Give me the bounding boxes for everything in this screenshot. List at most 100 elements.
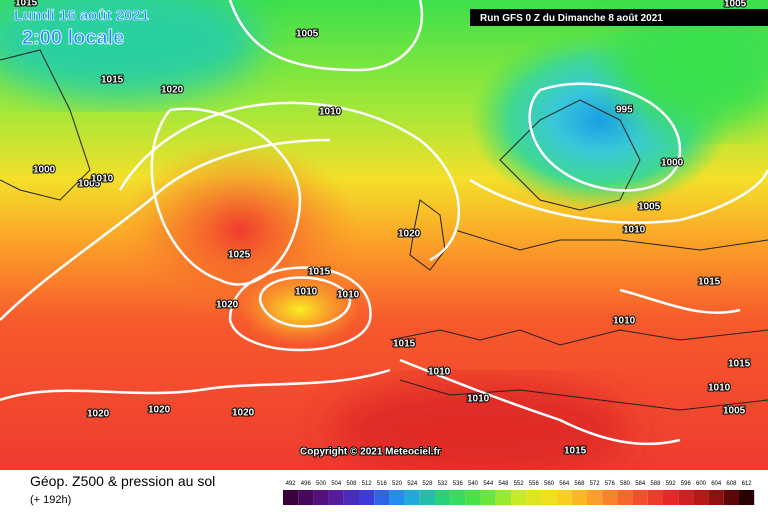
isobar-label: 1005 xyxy=(296,29,319,40)
scale-label: 608 xyxy=(726,481,737,487)
scale-label: 532 xyxy=(438,481,449,487)
footer-lead: (+ 192h) xyxy=(30,494,71,506)
scale-label: 584 xyxy=(635,481,646,487)
isobar-label: 1000 xyxy=(33,165,56,176)
scale-label: 516 xyxy=(377,481,388,487)
isobar-label: 995 xyxy=(616,105,633,116)
footer-title: Géop. Z500 & pression au sol xyxy=(30,473,215,489)
isobar-label: 1025 xyxy=(228,250,251,261)
scale-cell xyxy=(632,490,648,505)
scale-label: 556 xyxy=(529,481,540,487)
scale-label: 564 xyxy=(559,481,570,487)
scale-cell xyxy=(465,490,481,505)
scale-label: 528 xyxy=(422,481,433,487)
isobar-label: 1020 xyxy=(232,408,255,419)
map-time: 2:00 locale xyxy=(22,27,124,49)
copyright: Copyright © 2021 Meteociel.fr xyxy=(300,447,441,458)
isobar-label: 1015 xyxy=(15,0,38,9)
isobar-label: 1015 xyxy=(728,359,751,370)
scale-label: 492 xyxy=(286,481,297,487)
scale-cell xyxy=(617,490,633,505)
isobar-label: 1020 xyxy=(161,85,184,96)
scale-cell xyxy=(571,490,587,505)
isobar-label: 1010 xyxy=(319,107,342,118)
scale-cell xyxy=(480,490,496,505)
scale-label: 592 xyxy=(666,481,677,487)
scale-cell xyxy=(495,490,511,505)
isobar-label: 1015 xyxy=(698,277,721,288)
isobar-label: 1015 xyxy=(308,267,331,278)
scale-cell xyxy=(389,490,405,505)
scale-cell xyxy=(693,490,709,505)
scale-cell xyxy=(739,490,755,505)
isobar-label: 1015 xyxy=(564,446,587,457)
scale-cell xyxy=(374,490,390,505)
scale-cell xyxy=(602,490,618,505)
scale-label: 596 xyxy=(681,481,692,487)
scale-cell xyxy=(587,490,603,505)
scale-label: 612 xyxy=(742,481,753,487)
scale-cell xyxy=(450,490,466,505)
scale-label: 548 xyxy=(498,481,509,487)
scale-cell xyxy=(283,490,299,505)
isobar-label: 1020 xyxy=(148,405,171,416)
isobar-label: 1020 xyxy=(87,409,110,420)
scale-cell xyxy=(556,490,572,505)
scale-cell xyxy=(419,490,435,505)
scale-label: 540 xyxy=(468,481,479,487)
scale-label: 504 xyxy=(331,481,342,487)
scale-label: 604 xyxy=(711,481,722,487)
scale-cell xyxy=(663,490,679,505)
scale-cell xyxy=(298,490,314,505)
scale-label: 520 xyxy=(392,481,403,487)
scale-label: 552 xyxy=(514,481,525,487)
map-date: Lundi 16 août 2021 xyxy=(14,7,149,24)
scale-label: 512 xyxy=(362,481,373,487)
scale-cell xyxy=(526,490,542,505)
run-banner xyxy=(470,9,768,26)
isobar-label: 1015 xyxy=(393,339,416,350)
scale-label: 572 xyxy=(590,481,601,487)
scale-cell xyxy=(359,490,375,505)
scale-label: 568 xyxy=(574,481,585,487)
scale-cell xyxy=(313,490,329,505)
scale-cell xyxy=(511,490,527,505)
scale-label: 560 xyxy=(544,481,555,487)
scale-label: 580 xyxy=(620,481,631,487)
scale-cell xyxy=(435,490,451,505)
map-background xyxy=(0,0,768,480)
scale-cell xyxy=(723,490,739,505)
isobar-label: 1005 xyxy=(78,179,101,190)
scale-label: 600 xyxy=(696,481,707,487)
isobar-label: 1015 xyxy=(101,75,124,86)
scale-label: 500 xyxy=(316,481,327,487)
scale-label: 524 xyxy=(407,481,418,487)
scale-label: 544 xyxy=(483,481,494,487)
scale-cell xyxy=(708,490,724,505)
isobar-label: 1010 xyxy=(467,394,490,405)
scale-cell xyxy=(678,490,694,505)
scale-label: 536 xyxy=(453,481,464,487)
isobar-label: 1005 xyxy=(638,202,661,213)
scale-label: 508 xyxy=(346,481,357,487)
isobar-label: 1020 xyxy=(398,229,421,240)
isobar-label: 1010 xyxy=(295,287,318,298)
scale-cell xyxy=(343,490,359,505)
scale-label: 576 xyxy=(605,481,616,487)
scale-label: 496 xyxy=(301,481,312,487)
scale-cell xyxy=(647,490,663,505)
isobar-label: 1005 xyxy=(723,406,746,417)
run-info: Run GFS 0 Z du Dimanche 8 août 2021 xyxy=(480,13,663,24)
isobar-label: 1010 xyxy=(91,174,114,185)
isobar-label: 1010 xyxy=(613,316,636,327)
scale-label: 588 xyxy=(650,481,661,487)
scale-cell xyxy=(328,490,344,505)
coastlines xyxy=(0,49,768,411)
isobar-label: 1010 xyxy=(428,367,451,378)
isobar-label: 1010 xyxy=(623,225,646,236)
isobar-label: 1000 xyxy=(661,158,684,169)
isobar-label: 1020 xyxy=(216,300,239,311)
color-scale: 492 496 500 504 508 512 516 520 524 528 532 536 540 5… xyxy=(283,481,755,505)
scale-cell xyxy=(404,490,420,505)
